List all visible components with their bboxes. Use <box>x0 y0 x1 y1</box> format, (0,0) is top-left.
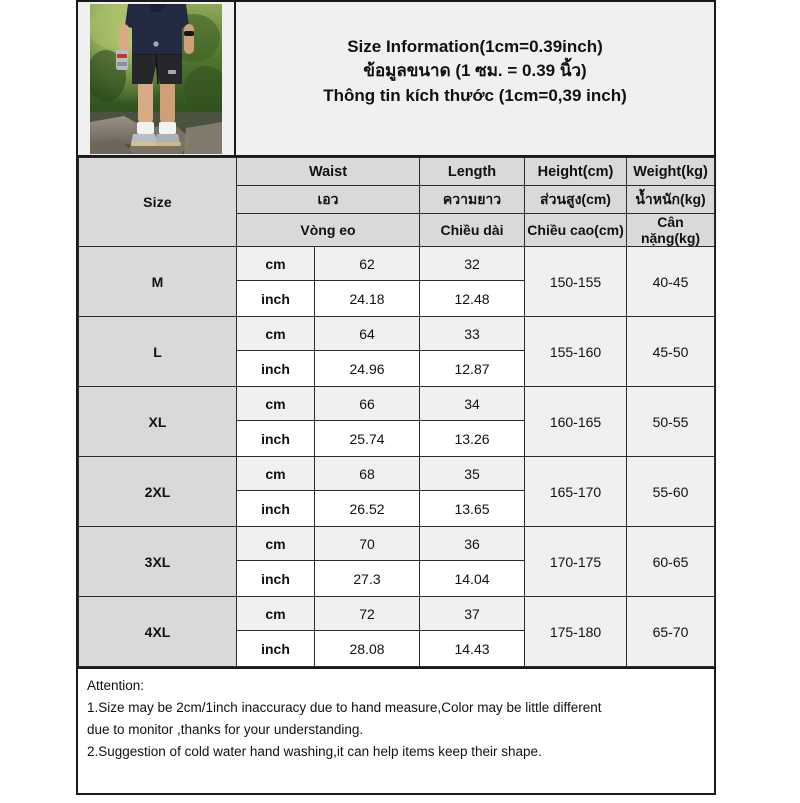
table-row: 2XL cm 68 35 165-170 55-60 <box>78 456 716 527</box>
table-row: 3XL cm 70 36 170-175 60-65 <box>78 526 716 597</box>
waist-inch: 24.18 <box>313 280 421 317</box>
product-photo-illustration <box>90 4 222 154</box>
unit-label-cm: cm <box>236 316 315 351</box>
weight-range: 55-60 <box>626 456 716 527</box>
size-label: 3XL <box>78 526 237 597</box>
title-line-en: Size Information(1cm=0.39inch) <box>347 37 603 57</box>
unit-label-inch: inch <box>236 420 315 457</box>
waist-cm: 68 <box>313 456 421 491</box>
header-length-en: Length <box>419 157 526 186</box>
waist-cm: 70 <box>313 526 421 561</box>
header-waist-th: เอว <box>235 185 421 214</box>
height-range: 175-180 <box>524 596 628 667</box>
attention-line-2: 2.Suggestion of cold water hand washing,… <box>87 743 542 759</box>
waist-inch: 25.74 <box>313 420 421 457</box>
weight-range: 60-65 <box>626 526 716 597</box>
table-row: M cm 62 32 150-155 40-45 <box>78 246 716 317</box>
unit-label-cm: cm <box>236 526 315 561</box>
size-label: M <box>78 246 237 317</box>
header-height-th: ส่วนสูง(cm) <box>524 185 628 214</box>
attention-note: Attention: 1.Size may be 2cm/1inch inacc… <box>78 667 714 803</box>
length-cm: 34 <box>419 386 526 421</box>
header-length-vi: Chiều dài <box>419 213 526 247</box>
unit-label-cm: cm <box>236 596 315 631</box>
size-label: XL <box>78 386 237 457</box>
table-row: XL cm 66 34 160-165 50-55 <box>78 386 716 457</box>
header-waist-en: Waist <box>235 157 421 186</box>
header-weight-en: Weight(kg) <box>626 157 716 186</box>
product-photo-pane <box>78 2 236 155</box>
waist-inch: 27.3 <box>313 560 421 597</box>
table-header-row-vi: Vòng eo Chiều dài Chiều cao(cm) Cân nặng… <box>79 213 716 247</box>
height-range: 160-165 <box>524 386 628 457</box>
weight-range: 40-45 <box>626 246 716 317</box>
unit-label-inch: inch <box>236 490 315 527</box>
header-height-en: Height(cm) <box>524 157 628 186</box>
title-line-vi: Thông tin kích thước (1cm=0,39 inch) <box>323 85 627 105</box>
length-cm: 35 <box>419 456 526 491</box>
table-row: inch 28.08 14.43 <box>79 630 715 667</box>
attention-line-1b: due to monitor ,thanks for your understa… <box>87 721 364 737</box>
unit-label-inch: inch <box>236 630 315 667</box>
table-row: inch 24.18 12.48 <box>79 280 715 317</box>
size-label: 4XL <box>78 596 237 667</box>
attention-line-1a: 1.Size may be 2cm/1inch inaccuracy due t… <box>87 699 602 715</box>
size-table: Size Waist Length Height(cm) Weight(kg) … <box>78 157 716 667</box>
waist-inch: 28.08 <box>313 630 421 667</box>
height-range: 155-160 <box>524 316 628 387</box>
header-length-th: ความยาว <box>419 185 526 214</box>
header-height-vi: Chiều cao(cm) <box>524 213 628 247</box>
length-cm: 32 <box>419 246 526 281</box>
waist-cm: 72 <box>313 596 421 631</box>
header-band: Size Information(1cm=0.39inch) ข้อมูลขนา… <box>78 2 714 157</box>
unit-label-cm: cm <box>236 246 315 281</box>
length-inch: 13.26 <box>419 420 526 457</box>
waist-cm: 64 <box>313 316 421 351</box>
length-inch: 12.48 <box>419 280 526 317</box>
length-cm: 37 <box>419 596 526 631</box>
product-photo <box>90 4 222 154</box>
length-inch: 14.04 <box>419 560 526 597</box>
length-cm: 33 <box>419 316 526 351</box>
weight-range: 50-55 <box>626 386 716 457</box>
height-range: 165-170 <box>524 456 628 527</box>
header-waist-vi: Vòng eo <box>235 213 421 247</box>
length-inch: 13.65 <box>419 490 526 527</box>
size-column-header: Size <box>78 157 237 247</box>
height-range: 150-155 <box>524 246 628 317</box>
unit-label-cm: cm <box>236 456 315 491</box>
waist-inch: 24.96 <box>313 350 421 387</box>
height-range: 170-175 <box>524 526 628 597</box>
unit-label-inch: inch <box>236 280 315 317</box>
header-weight-vi: Cân nặng(kg) <box>626 213 716 247</box>
table-row: 4XL cm 72 37 175-180 65-70 <box>78 596 716 667</box>
size-chart-card: Size Information(1cm=0.39inch) ข้อมูลขนา… <box>76 0 716 795</box>
weight-range: 65-70 <box>626 596 716 667</box>
title-block: Size Information(1cm=0.39inch) ข้อมูลขนา… <box>236 2 714 155</box>
table-row: inch 25.74 13.26 <box>79 420 715 457</box>
header-weight-th: น้ำหนัก(kg) <box>626 185 716 214</box>
table-header-row-en: Size Waist Length Height(cm) Weight(kg) <box>78 157 716 247</box>
table-row: inch 26.52 13.65 <box>79 490 715 527</box>
waist-inch: 26.52 <box>313 490 421 527</box>
attention-heading: Attention: <box>87 678 145 693</box>
unit-label-inch: inch <box>236 350 315 387</box>
table-row: L cm 64 33 155-160 45-50 <box>78 316 716 387</box>
unit-label-inch: inch <box>236 560 315 597</box>
size-label: 2XL <box>78 456 237 527</box>
weight-range: 45-50 <box>626 316 716 387</box>
unit-label-cm: cm <box>236 386 315 421</box>
length-inch: 14.43 <box>419 630 526 667</box>
size-label: L <box>78 316 237 387</box>
table-row: inch 27.3 14.04 <box>79 560 715 597</box>
waist-cm: 66 <box>313 386 421 421</box>
length-inch: 12.87 <box>419 350 526 387</box>
table-row: inch 24.96 12.87 <box>79 350 715 387</box>
waist-cm: 62 <box>313 246 421 281</box>
title-line-th: ข้อมูลขนาด (1 ซม. = 0.39 นิ้ว) <box>363 61 587 81</box>
length-cm: 36 <box>419 526 526 561</box>
